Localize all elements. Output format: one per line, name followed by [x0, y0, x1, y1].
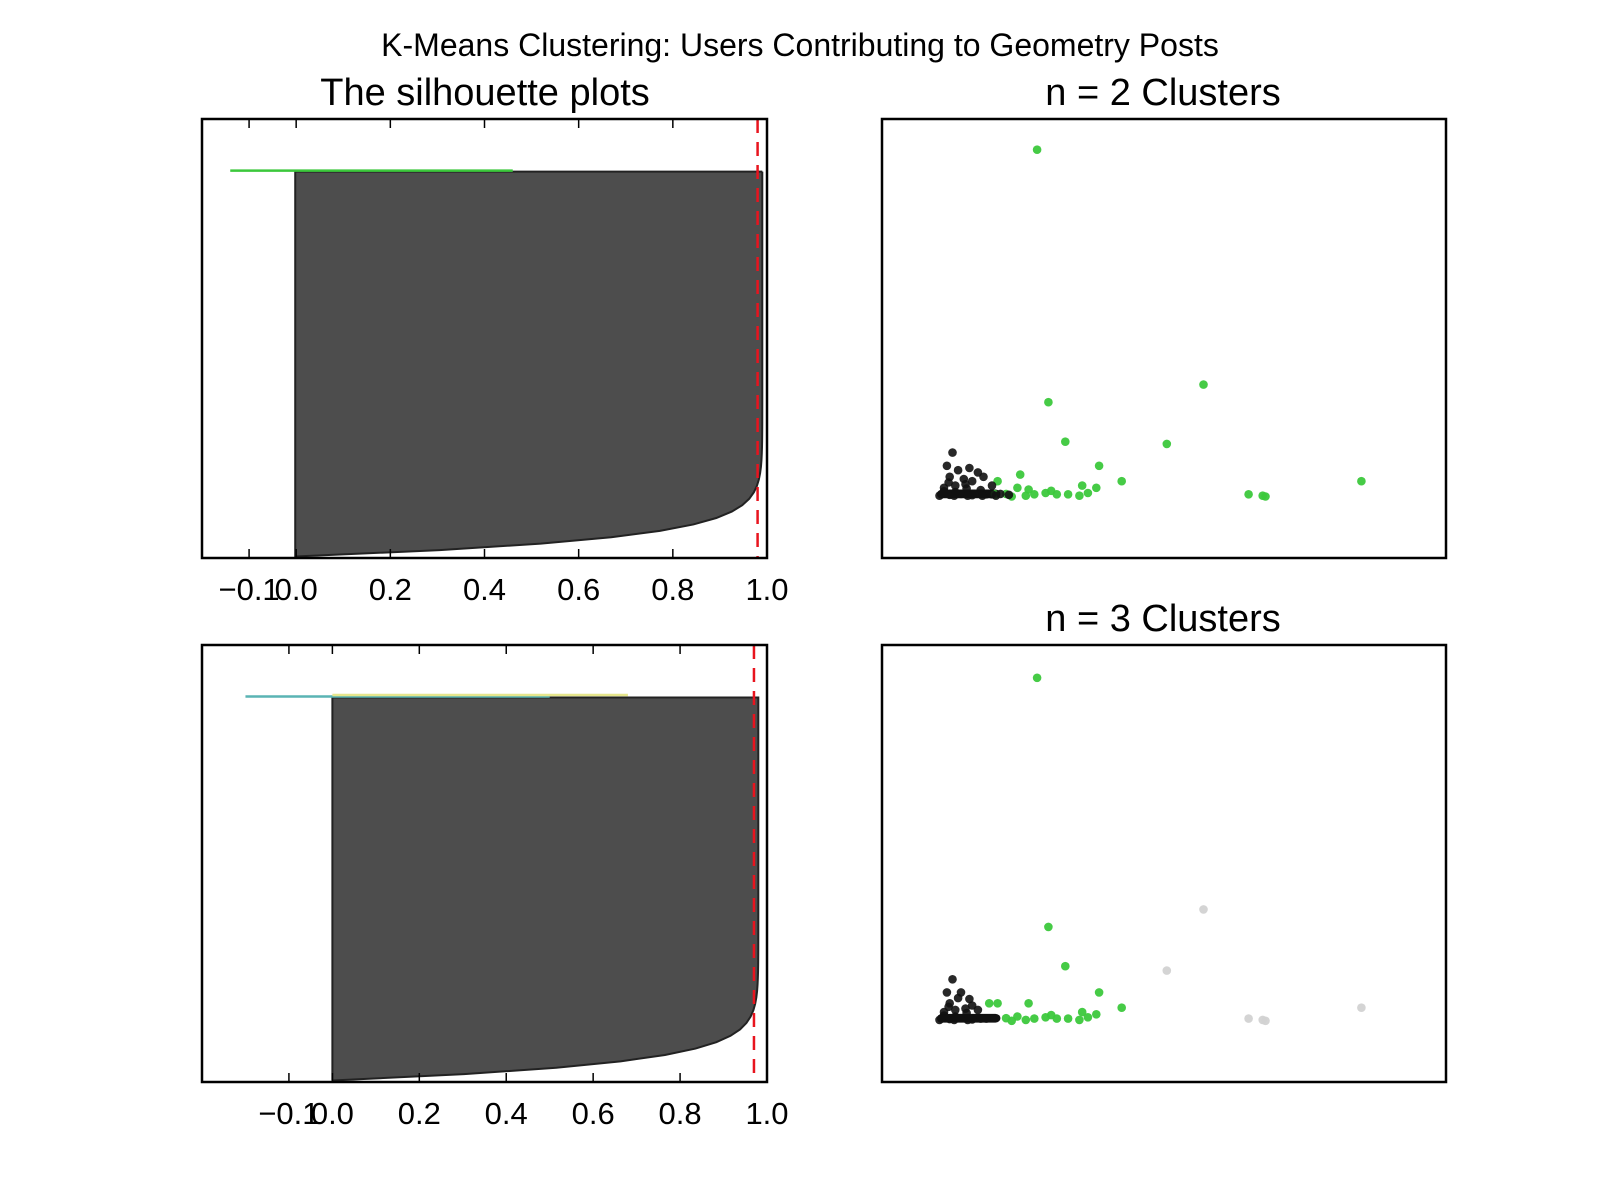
scatter-point: [953, 465, 963, 475]
scatter-point: [1007, 1016, 1016, 1026]
x-tick-label: 0.0: [311, 1096, 354, 1131]
x-tick-label: 1.0: [745, 572, 788, 607]
scatter-point: [1094, 461, 1104, 471]
scatter-point: [1162, 439, 1172, 449]
scatter-point: [951, 481, 960, 490]
scatter-point: [1063, 1014, 1073, 1023]
scatter-point: [1077, 481, 1087, 490]
scatter-point: [1261, 492, 1270, 501]
scatter-point: [1044, 397, 1053, 407]
scatter-point: [961, 479, 970, 489]
scatter-point: [973, 468, 983, 477]
x-tick-label: 0.6: [572, 1096, 615, 1131]
scatter-point: [1061, 437, 1070, 447]
scatter-point: [942, 461, 952, 471]
scatter-point: [963, 491, 972, 501]
scatter-point: [1075, 1015, 1084, 1025]
x-tick-label: 1.0: [745, 1096, 788, 1131]
scatter-point: [1032, 673, 1042, 683]
scatter-point: [949, 491, 959, 501]
scatter-point: [935, 1015, 944, 1025]
scatter-point: [1162, 966, 1172, 975]
scatter-2-title: n = 2 Clusters: [1045, 72, 1281, 114]
scatter-point: [1357, 1003, 1366, 1012]
scatter-point: [1021, 1015, 1031, 1025]
silhouette-plot-3-clusters: −0.10.0 0.2 0.4 0.6 0.8 1.0: [200, 643, 789, 1131]
scatter-point: [993, 999, 1002, 1008]
scatter-plot-3-clusters: [880, 643, 1448, 1084]
scatter-point: [1117, 1003, 1126, 1012]
scatter-point: [1013, 483, 1022, 493]
scatter-point: [1044, 922, 1053, 932]
scatter-point: [1030, 490, 1039, 499]
scatter-point: [935, 491, 944, 501]
scatter-point: [1024, 999, 1033, 1008]
scatter-point: [1046, 1010, 1056, 1020]
x-tick-label: 0.8: [659, 1096, 702, 1131]
scatter-point: [987, 481, 997, 490]
scatter-point: [1199, 905, 1208, 914]
scatter-point: [1061, 961, 1070, 971]
x-tick-label: 0.2: [369, 572, 412, 607]
scatter-point: [961, 1004, 970, 1013]
x-tick-label: 0.4: [485, 1096, 528, 1131]
scatter-point: [953, 993, 963, 1003]
scatter-point: [948, 975, 957, 984]
scatter-point: [951, 1005, 960, 1015]
scatter-point: [1032, 145, 1042, 154]
scatter-point: [942, 988, 952, 997]
scatter-point: [1094, 988, 1104, 997]
scatter-plot-2-clusters: [880, 117, 1448, 560]
scatter-point: [949, 1015, 959, 1025]
scatter-point: [944, 478, 953, 487]
scatter-point: [967, 476, 977, 486]
scatter-point: [1004, 490, 1014, 500]
scatter-point: [1092, 483, 1101, 493]
x-tick-label: 0.0: [275, 572, 318, 607]
silhouette-axes-frame-3: [200, 643, 769, 1084]
x-tick-label: 0.6: [557, 572, 600, 607]
scatter-point: [1092, 1010, 1101, 1019]
silhouette-cluster-0: [294, 170, 764, 558]
scatter-point: [984, 999, 994, 1008]
x-tick-label: −0.1: [258, 1096, 319, 1131]
silhouette-plot-2-clusters: −0.10.0 0.2 0.4 0.6 0.8 1.0: [200, 117, 789, 607]
scatter-3-title: n = 3 Clusters: [1045, 598, 1281, 640]
scatter-point: [1046, 486, 1056, 496]
scatter-point: [948, 448, 957, 457]
x-tick-label: 0.2: [398, 1096, 441, 1131]
scatter-point: [1244, 490, 1253, 499]
scatter-point: [1117, 476, 1126, 486]
scatter-point: [1015, 470, 1025, 479]
scatter-axes-frame-2: [880, 117, 1448, 560]
scatter-point: [965, 463, 974, 473]
scatter-point: [1063, 490, 1073, 499]
scatter-point: [1030, 1014, 1039, 1023]
scatter-point: [991, 491, 1001, 501]
scatter-point: [1199, 380, 1208, 389]
scatter-point: [982, 1014, 991, 1023]
scatter-point: [1083, 1013, 1093, 1022]
x-tick-label: −0.1: [218, 572, 279, 607]
scatter-point: [1075, 491, 1084, 501]
scatter-point: [978, 491, 987, 501]
x-tick-label: 0.4: [463, 572, 506, 607]
scatter-point: [963, 1015, 972, 1025]
scatter-point: [965, 994, 974, 1004]
scatter-point: [973, 1005, 983, 1015]
scatter-point: [1083, 488, 1093, 498]
scatter-point: [1024, 485, 1033, 494]
figure-suptitle: K-Means Clustering: Users Contributing t…: [381, 27, 1219, 63]
scatter-point: [1357, 476, 1366, 486]
scatter-point: [944, 1002, 953, 1012]
x-tick-label: 0.8: [651, 572, 694, 607]
scatter-point: [1244, 1014, 1253, 1023]
scatter-point: [1077, 1007, 1087, 1017]
silhouette-cluster-0: [331, 696, 760, 1082]
scatter-point: [1261, 1016, 1270, 1026]
silhouette-panel-title: The silhouette plots: [320, 72, 650, 114]
scatter-axes-frame-3: [880, 643, 1448, 1084]
